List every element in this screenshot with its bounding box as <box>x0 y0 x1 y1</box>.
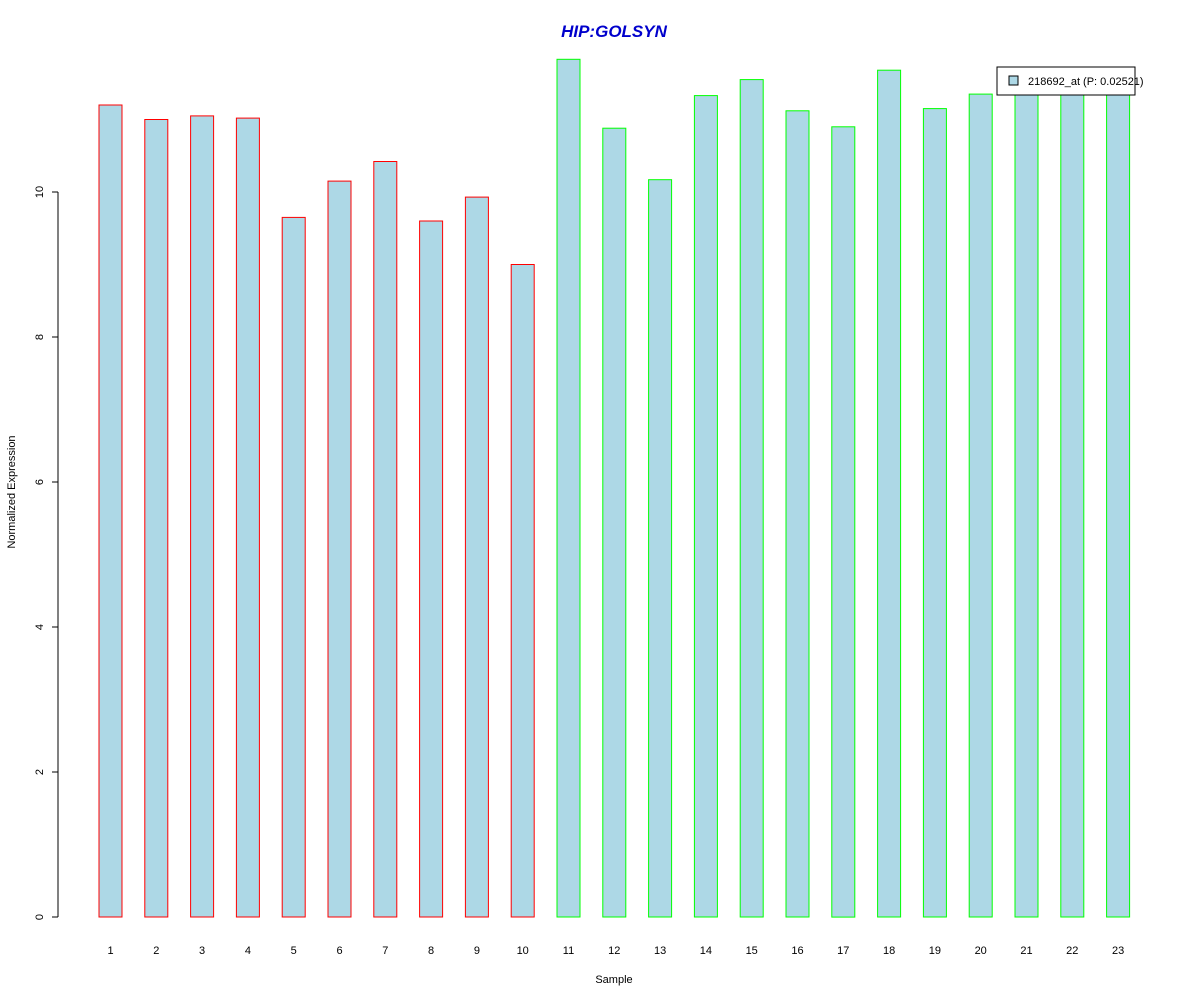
legend-box <box>996 66 1136 96</box>
x-tick-label-19: 19 <box>929 945 941 957</box>
bar-sample-18 <box>877 69 902 918</box>
x-axis-tick-labels: 1 2 3 4 5 6 7 8 9 10 11 12 13 14 15 16 17 18 19 20 21 22 23 <box>107 945 1124 957</box>
x-tick-label-4: 4 <box>245 945 251 957</box>
bar-sample-16 <box>785 110 810 918</box>
bar-sample-11 <box>556 58 581 918</box>
y-axis-label: Normalized Expression <box>6 435 18 548</box>
bar-sample-10 <box>510 264 535 918</box>
y-tick-label-10: 10 <box>34 186 46 198</box>
bar-sample-5 <box>281 216 306 918</box>
y-tick-label-4: 4 <box>34 624 46 630</box>
bar-sample-12 <box>602 127 627 918</box>
x-tick-label-7: 7 <box>382 945 388 957</box>
bar-sample-13 <box>648 179 673 918</box>
bar-sample-4 <box>235 117 260 918</box>
x-tick-label-6: 6 <box>336 945 342 957</box>
legend: 218692_at (P: 0.02521) <box>996 66 1144 96</box>
x-tick-label-18: 18 <box>883 945 895 957</box>
bar-sample-1 <box>98 104 123 918</box>
y-tick-label-6: 6 <box>34 479 46 485</box>
y-tick-label-2: 2 <box>34 769 46 775</box>
x-tick-label-23: 23 <box>1112 945 1124 957</box>
x-tick-label-9: 9 <box>474 945 480 957</box>
bar-sample-8 <box>419 220 444 918</box>
bar-sample-15 <box>739 79 764 918</box>
x-tick-label-12: 12 <box>608 945 620 957</box>
bar-sample-6 <box>327 180 352 918</box>
x-tick-label-13: 13 <box>654 945 666 957</box>
x-tick-label-5: 5 <box>291 945 297 957</box>
x-axis-label: Sample <box>595 974 632 986</box>
bar-sample-23 <box>1106 91 1131 918</box>
bar-sample-3 <box>190 115 215 918</box>
x-tick-label-20: 20 <box>975 945 987 957</box>
y-axis: 0 2 4 6 8 10 <box>34 186 59 920</box>
bar-sample-21 <box>1014 92 1039 918</box>
bar-sample-20 <box>968 93 993 918</box>
y-tick-label-8: 8 <box>34 334 46 340</box>
legend-swatch <box>1008 75 1019 86</box>
x-tick-label-14: 14 <box>700 945 712 957</box>
bar-sample-2 <box>144 119 169 918</box>
bar-sample-19 <box>922 108 947 918</box>
x-tick-label-21: 21 <box>1020 945 1032 957</box>
bar-sample-7 <box>373 161 398 918</box>
y-tick-label-0: 0 <box>34 914 46 920</box>
x-tick-label-2: 2 <box>153 945 159 957</box>
x-tick-label-1: 1 <box>107 945 113 957</box>
legend-label: 218692_at (P: 0.02521) <box>1028 76 1144 88</box>
bar-sample-17 <box>831 126 856 918</box>
bar-sample-9 <box>464 196 489 918</box>
chart-title: HIP:GOLSYN <box>561 22 668 41</box>
bars-group <box>98 58 1131 918</box>
x-tick-label-10: 10 <box>517 945 529 957</box>
x-tick-label-11: 11 <box>563 945 574 957</box>
x-tick-label-3: 3 <box>199 945 205 957</box>
bar-sample-22 <box>1060 91 1085 918</box>
x-tick-label-15: 15 <box>746 945 758 957</box>
x-tick-label-17: 17 <box>837 945 849 957</box>
x-tick-label-16: 16 <box>791 945 803 957</box>
x-tick-label-8: 8 <box>428 945 434 957</box>
bar-sample-14 <box>693 95 718 918</box>
x-tick-label-22: 22 <box>1066 945 1078 957</box>
